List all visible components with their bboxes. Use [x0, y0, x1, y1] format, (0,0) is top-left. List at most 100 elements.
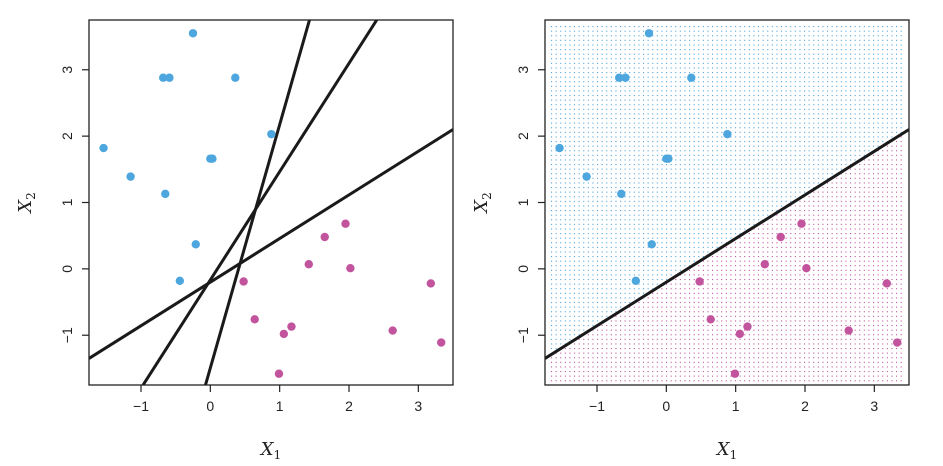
background-dot — [578, 306, 580, 308]
background-dot — [679, 348, 681, 350]
background-dot — [721, 122, 723, 124]
background-dot — [597, 150, 599, 152]
background-dot — [827, 200, 829, 202]
background-dot — [767, 81, 769, 83]
background-dot — [831, 325, 833, 327]
background-dot — [560, 99, 562, 101]
background-dot — [827, 95, 829, 97]
background-dot — [748, 219, 750, 221]
background-dot — [606, 145, 608, 147]
background-dot — [656, 279, 658, 281]
background-dot — [716, 76, 718, 78]
background-dot — [822, 127, 824, 129]
background-dot — [652, 265, 654, 267]
background-dot — [643, 191, 645, 193]
background-dot — [675, 173, 677, 175]
background-dot — [771, 145, 773, 147]
background-dot — [827, 104, 829, 106]
background-dot — [813, 85, 815, 87]
background-dot — [670, 62, 672, 64]
background-dot — [606, 338, 608, 340]
background-dot — [813, 371, 815, 373]
background-dot — [817, 352, 819, 354]
background-dot — [785, 274, 787, 276]
blue-data-point — [165, 73, 174, 82]
background-dot — [702, 366, 704, 368]
background-dot — [601, 127, 603, 129]
background-dot — [693, 200, 695, 202]
background-dot — [744, 53, 746, 55]
background-dot — [721, 233, 723, 235]
background-dot — [822, 306, 824, 308]
background-dot — [689, 104, 691, 106]
background-dot — [799, 113, 801, 115]
background-dot — [638, 315, 640, 317]
background-dot — [689, 141, 691, 143]
background-dot — [693, 228, 695, 230]
background-dot — [643, 269, 645, 271]
background-dot — [817, 315, 819, 317]
background-dot — [624, 288, 626, 290]
background-dot — [652, 269, 654, 271]
background-dot — [804, 67, 806, 69]
background-dot — [666, 288, 668, 290]
background-dot — [785, 352, 787, 354]
background-dot — [730, 196, 732, 198]
background-dot — [693, 187, 695, 189]
background-dot — [836, 306, 838, 308]
background-dot — [578, 338, 580, 340]
background-dot — [753, 292, 755, 294]
background-dot — [776, 104, 778, 106]
background-dot — [684, 99, 686, 101]
background-dot — [735, 67, 737, 69]
background-dot — [652, 168, 654, 170]
background-dot — [633, 141, 635, 143]
background-dot — [656, 62, 658, 64]
background-dot — [610, 256, 612, 258]
background-dot — [730, 320, 732, 322]
background-dot — [730, 302, 732, 304]
background-dot — [776, 283, 778, 285]
background-dot — [771, 154, 773, 156]
background-dot — [555, 371, 557, 373]
background-dot — [716, 131, 718, 133]
background-dot — [620, 279, 622, 281]
background-dot — [652, 104, 654, 106]
background-dot — [597, 311, 599, 313]
background-dot — [776, 334, 778, 336]
background-dot — [601, 366, 603, 368]
background-dot — [781, 127, 783, 129]
background-dot — [633, 30, 635, 32]
background-dot — [620, 182, 622, 184]
background-dot — [666, 375, 668, 377]
background-dot — [725, 265, 727, 267]
background-dot — [689, 361, 691, 363]
background-dot — [739, 274, 741, 276]
background-dot — [583, 58, 585, 60]
background-dot — [615, 214, 617, 216]
background-dot — [794, 329, 796, 331]
background-dot — [817, 306, 819, 308]
background-dot — [735, 159, 737, 161]
background-dot — [592, 251, 594, 253]
background-dot — [693, 269, 695, 271]
background-dot — [606, 30, 608, 32]
background-dot — [693, 311, 695, 313]
background-dot — [707, 127, 709, 129]
background-dot — [725, 200, 727, 202]
background-dot — [583, 62, 585, 64]
background-dot — [840, 127, 842, 129]
background-dot — [822, 53, 824, 55]
background-dot — [753, 113, 755, 115]
background-dot — [762, 210, 764, 212]
background-dot — [831, 292, 833, 294]
background-dot — [574, 154, 576, 156]
background-dot — [707, 246, 709, 248]
background-dot — [638, 283, 640, 285]
background-dot — [790, 352, 792, 354]
background-dot — [551, 233, 553, 235]
background-dot — [560, 242, 562, 244]
background-dot — [620, 173, 622, 175]
background-dot — [698, 58, 700, 60]
background-dot — [767, 131, 769, 133]
